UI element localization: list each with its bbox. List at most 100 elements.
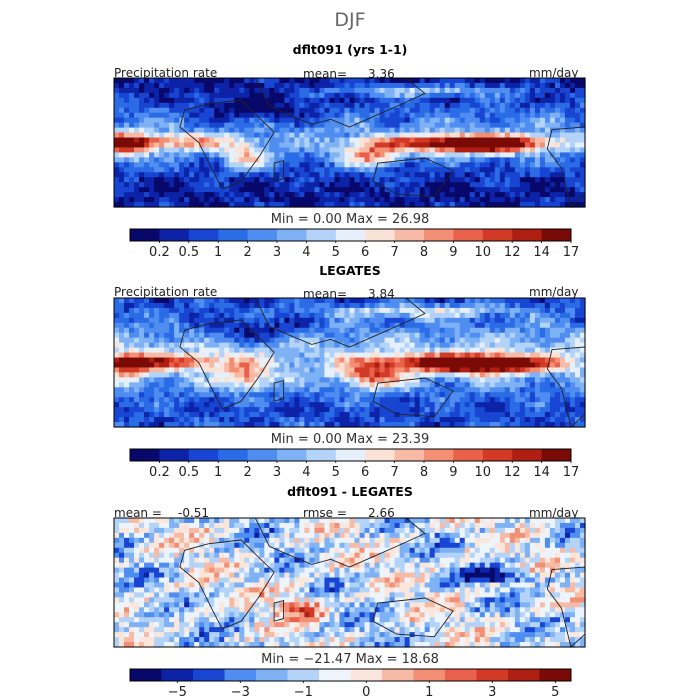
australia-coastline bbox=[372, 597, 454, 638]
panel-1-units: mm/day bbox=[529, 66, 579, 80]
panel-1-title: dflt091 (yrs 1-1) bbox=[292, 42, 408, 57]
colorbar-swatch bbox=[482, 229, 513, 241]
panel-3-minmax: Min = −21.47 Max = 18.68 bbox=[261, 652, 439, 667]
colorbar-swatch bbox=[224, 669, 257, 681]
colorbar-swatch bbox=[453, 449, 484, 461]
colorbar-frame bbox=[129, 668, 572, 682]
colorbar-tick-label: 12 bbox=[504, 245, 521, 260]
colorbar-tick-label: 14 bbox=[533, 465, 550, 480]
colorbar-tick-label: 2 bbox=[243, 465, 251, 480]
colorbar-frame bbox=[129, 228, 572, 242]
colorbar-swatch bbox=[335, 229, 366, 241]
asia-coastline bbox=[254, 77, 426, 128]
colorbar-tick-label: 8 bbox=[420, 465, 428, 480]
colorbar-swatch bbox=[218, 449, 248, 461]
colorbar-swatch bbox=[277, 449, 307, 461]
madagascar-coastline bbox=[273, 160, 285, 182]
colorbar-tick-label: 1 bbox=[214, 465, 222, 480]
colorbar-tick-label: 12 bbox=[504, 465, 521, 480]
colorbar-swatch bbox=[130, 449, 160, 461]
colorbar-swatch bbox=[382, 669, 414, 681]
panel-2-units: mm/day bbox=[529, 285, 579, 299]
colorbar-swatch bbox=[188, 229, 219, 241]
colorbar-swatch bbox=[512, 229, 542, 241]
colorbar-tick-label: 17 bbox=[563, 245, 580, 260]
colorbar-tick-label: 7 bbox=[390, 465, 398, 480]
colorbar-tick-label: 0.5 bbox=[178, 245, 199, 260]
colorbar-tick-label: 4 bbox=[302, 465, 310, 480]
asia-coastline bbox=[254, 517, 426, 568]
colorbar-tick-label: 0 bbox=[362, 685, 370, 700]
madagascar-coastline bbox=[273, 380, 285, 402]
panel-3-rmse-value: 2.66 bbox=[368, 506, 395, 520]
colorbar-tick-label: 5 bbox=[332, 465, 340, 480]
colorbar-swatch bbox=[161, 669, 194, 681]
colorbar-swatch bbox=[508, 669, 540, 681]
colorbar-tick-label: 2 bbox=[243, 245, 251, 260]
colorbar-tick-label: 17 bbox=[563, 465, 580, 480]
panel-3-mean-label: mean = bbox=[114, 506, 162, 520]
colorbar-tick-label: 3 bbox=[488, 685, 496, 700]
colorbar-swatch bbox=[277, 229, 307, 241]
colorbar-swatch bbox=[306, 449, 337, 461]
colorbar-tick-label: 6 bbox=[361, 245, 369, 260]
colorbar-tick-label: 1 bbox=[425, 685, 433, 700]
colorbar-swatch bbox=[541, 449, 572, 461]
colorbar-tick-label: −1 bbox=[294, 685, 313, 700]
colorbar-swatch bbox=[193, 669, 225, 681]
panel-2-variable-label: Precipitation rate bbox=[114, 285, 218, 299]
australia-coastline bbox=[372, 157, 454, 198]
colorbar-swatch bbox=[319, 669, 351, 681]
colorbar-swatch bbox=[218, 229, 248, 241]
australia-coastline bbox=[372, 377, 454, 418]
colorbar-swatch bbox=[453, 229, 484, 241]
colorbar-tick-label: 3 bbox=[273, 465, 281, 480]
colorbar-tick-label: 6 bbox=[361, 465, 369, 480]
colorbar-tick-label: 3 bbox=[273, 245, 281, 260]
colorbar-tick-label: 8 bbox=[420, 245, 428, 260]
colorbar-tick-label: 10 bbox=[475, 465, 492, 480]
colorbar-swatch bbox=[130, 669, 162, 681]
colorbar-swatch bbox=[159, 449, 190, 461]
map-2 bbox=[113, 297, 586, 428]
colorbar-swatch bbox=[350, 669, 383, 681]
madagascar-coastline bbox=[273, 600, 285, 622]
africa-coastline bbox=[179, 319, 275, 410]
colorbar-tick-label: −5 bbox=[168, 685, 187, 700]
colorbar-2: 0.2 0.5 1 2 3 4 5 6 7 8 9 10 12 14 17 bbox=[129, 448, 580, 480]
africa-coastline bbox=[179, 539, 275, 630]
panel-1-minmax: Min = 0.00 Max = 26.98 bbox=[270, 212, 430, 227]
colorbar-tick-label: −3 bbox=[231, 685, 250, 700]
colorbar-tick-label: 4 bbox=[302, 245, 310, 260]
colorbar-swatch bbox=[306, 229, 337, 241]
colorbar-3: −5 −3 −1 0 1 3 5 bbox=[129, 668, 572, 700]
colorbar-swatch bbox=[476, 669, 509, 681]
map-frame bbox=[113, 77, 586, 208]
africa-coastline bbox=[179, 99, 275, 190]
colorbar-swatch bbox=[539, 669, 572, 681]
panel-1-variable-label: Precipitation rate bbox=[114, 66, 218, 80]
colorbar-swatch bbox=[424, 229, 454, 241]
colorbar-swatch bbox=[365, 229, 395, 241]
colorbar-swatch bbox=[256, 669, 288, 681]
colorbar-tick-label: 5 bbox=[551, 685, 559, 700]
colorbar-tick-label: 9 bbox=[449, 465, 457, 480]
colorbar-swatch bbox=[335, 449, 366, 461]
colorbar-swatch bbox=[365, 449, 395, 461]
panel-3-units: mm/day bbox=[529, 506, 579, 520]
colorbar-swatch bbox=[445, 669, 477, 681]
colorbar-swatch bbox=[512, 449, 542, 461]
panel-2-title: LEGATES bbox=[319, 263, 381, 278]
colorbar-frame bbox=[129, 448, 572, 462]
colorbar-swatch bbox=[247, 229, 278, 241]
map-frame bbox=[113, 297, 586, 428]
colorbar-swatch bbox=[247, 449, 278, 461]
map-3 bbox=[113, 517, 586, 648]
colorbar-swatch bbox=[188, 449, 219, 461]
panel-3-mean-value: -0.51 bbox=[178, 506, 210, 520]
colorbar-tick-label: 9 bbox=[449, 245, 457, 260]
colorbar-swatch bbox=[130, 229, 160, 241]
colorbar-tick-label: 10 bbox=[475, 245, 492, 260]
colorbar-tick-label: 0.5 bbox=[178, 465, 199, 480]
